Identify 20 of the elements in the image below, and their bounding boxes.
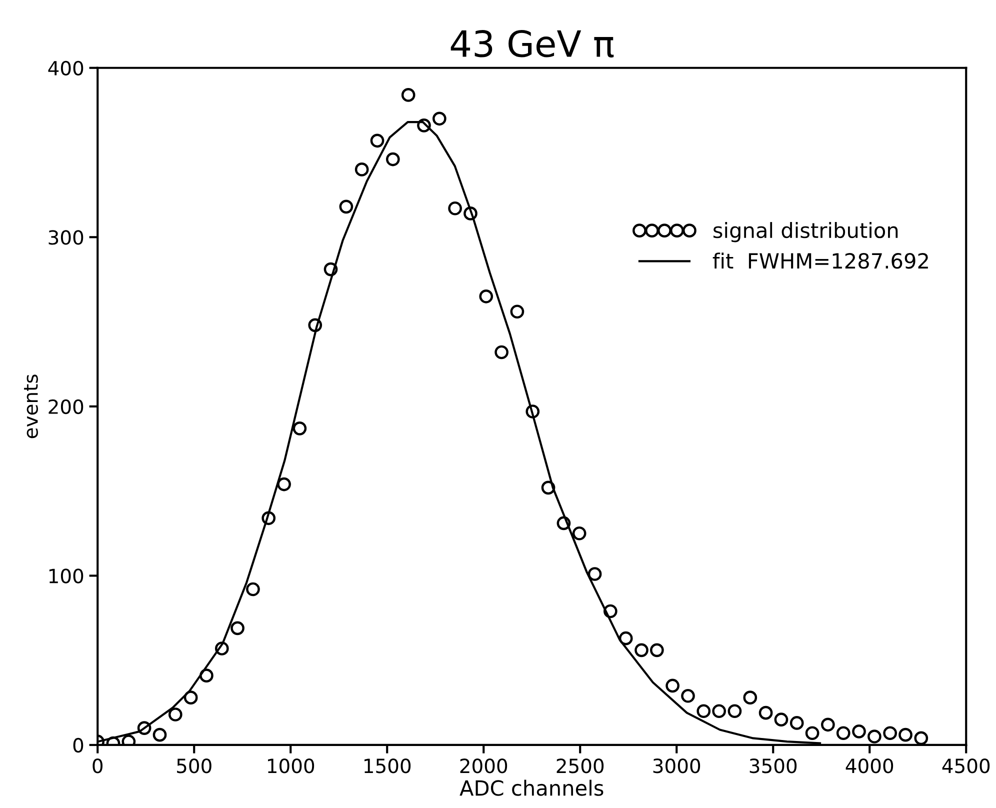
x-tick-label: 1000 <box>268 758 314 774</box>
y-tick-label: 300 <box>48 230 84 245</box>
y-tick-label: 0 <box>73 738 84 753</box>
x-tick-label: 2500 <box>556 758 604 774</box>
chart-title: 43 GeV π <box>450 30 614 58</box>
x-tick-label: 1500 <box>364 758 411 774</box>
y-tick-label: 100 <box>49 568 84 584</box>
y-tick-label: 400 <box>48 60 84 76</box>
x-tick-label: 500 <box>177 758 212 774</box>
x-tick-label: 3500 <box>750 758 797 774</box>
legend-label: signal distribution <box>714 222 898 242</box>
x-tick-label: 2000 <box>460 758 508 774</box>
x-tick-label: 3000 <box>653 758 700 774</box>
x-tick-label: 4500 <box>942 758 990 774</box>
x-tick-label: 4000 <box>846 758 894 774</box>
legend-label: fit FWHM=1287.692 <box>712 252 928 269</box>
x-tick-label: 0 <box>92 758 103 774</box>
y-tick-label: 200 <box>48 399 84 414</box>
y-axis-title: events <box>24 374 38 438</box>
x-axis-title: ADC channels <box>460 780 604 796</box>
